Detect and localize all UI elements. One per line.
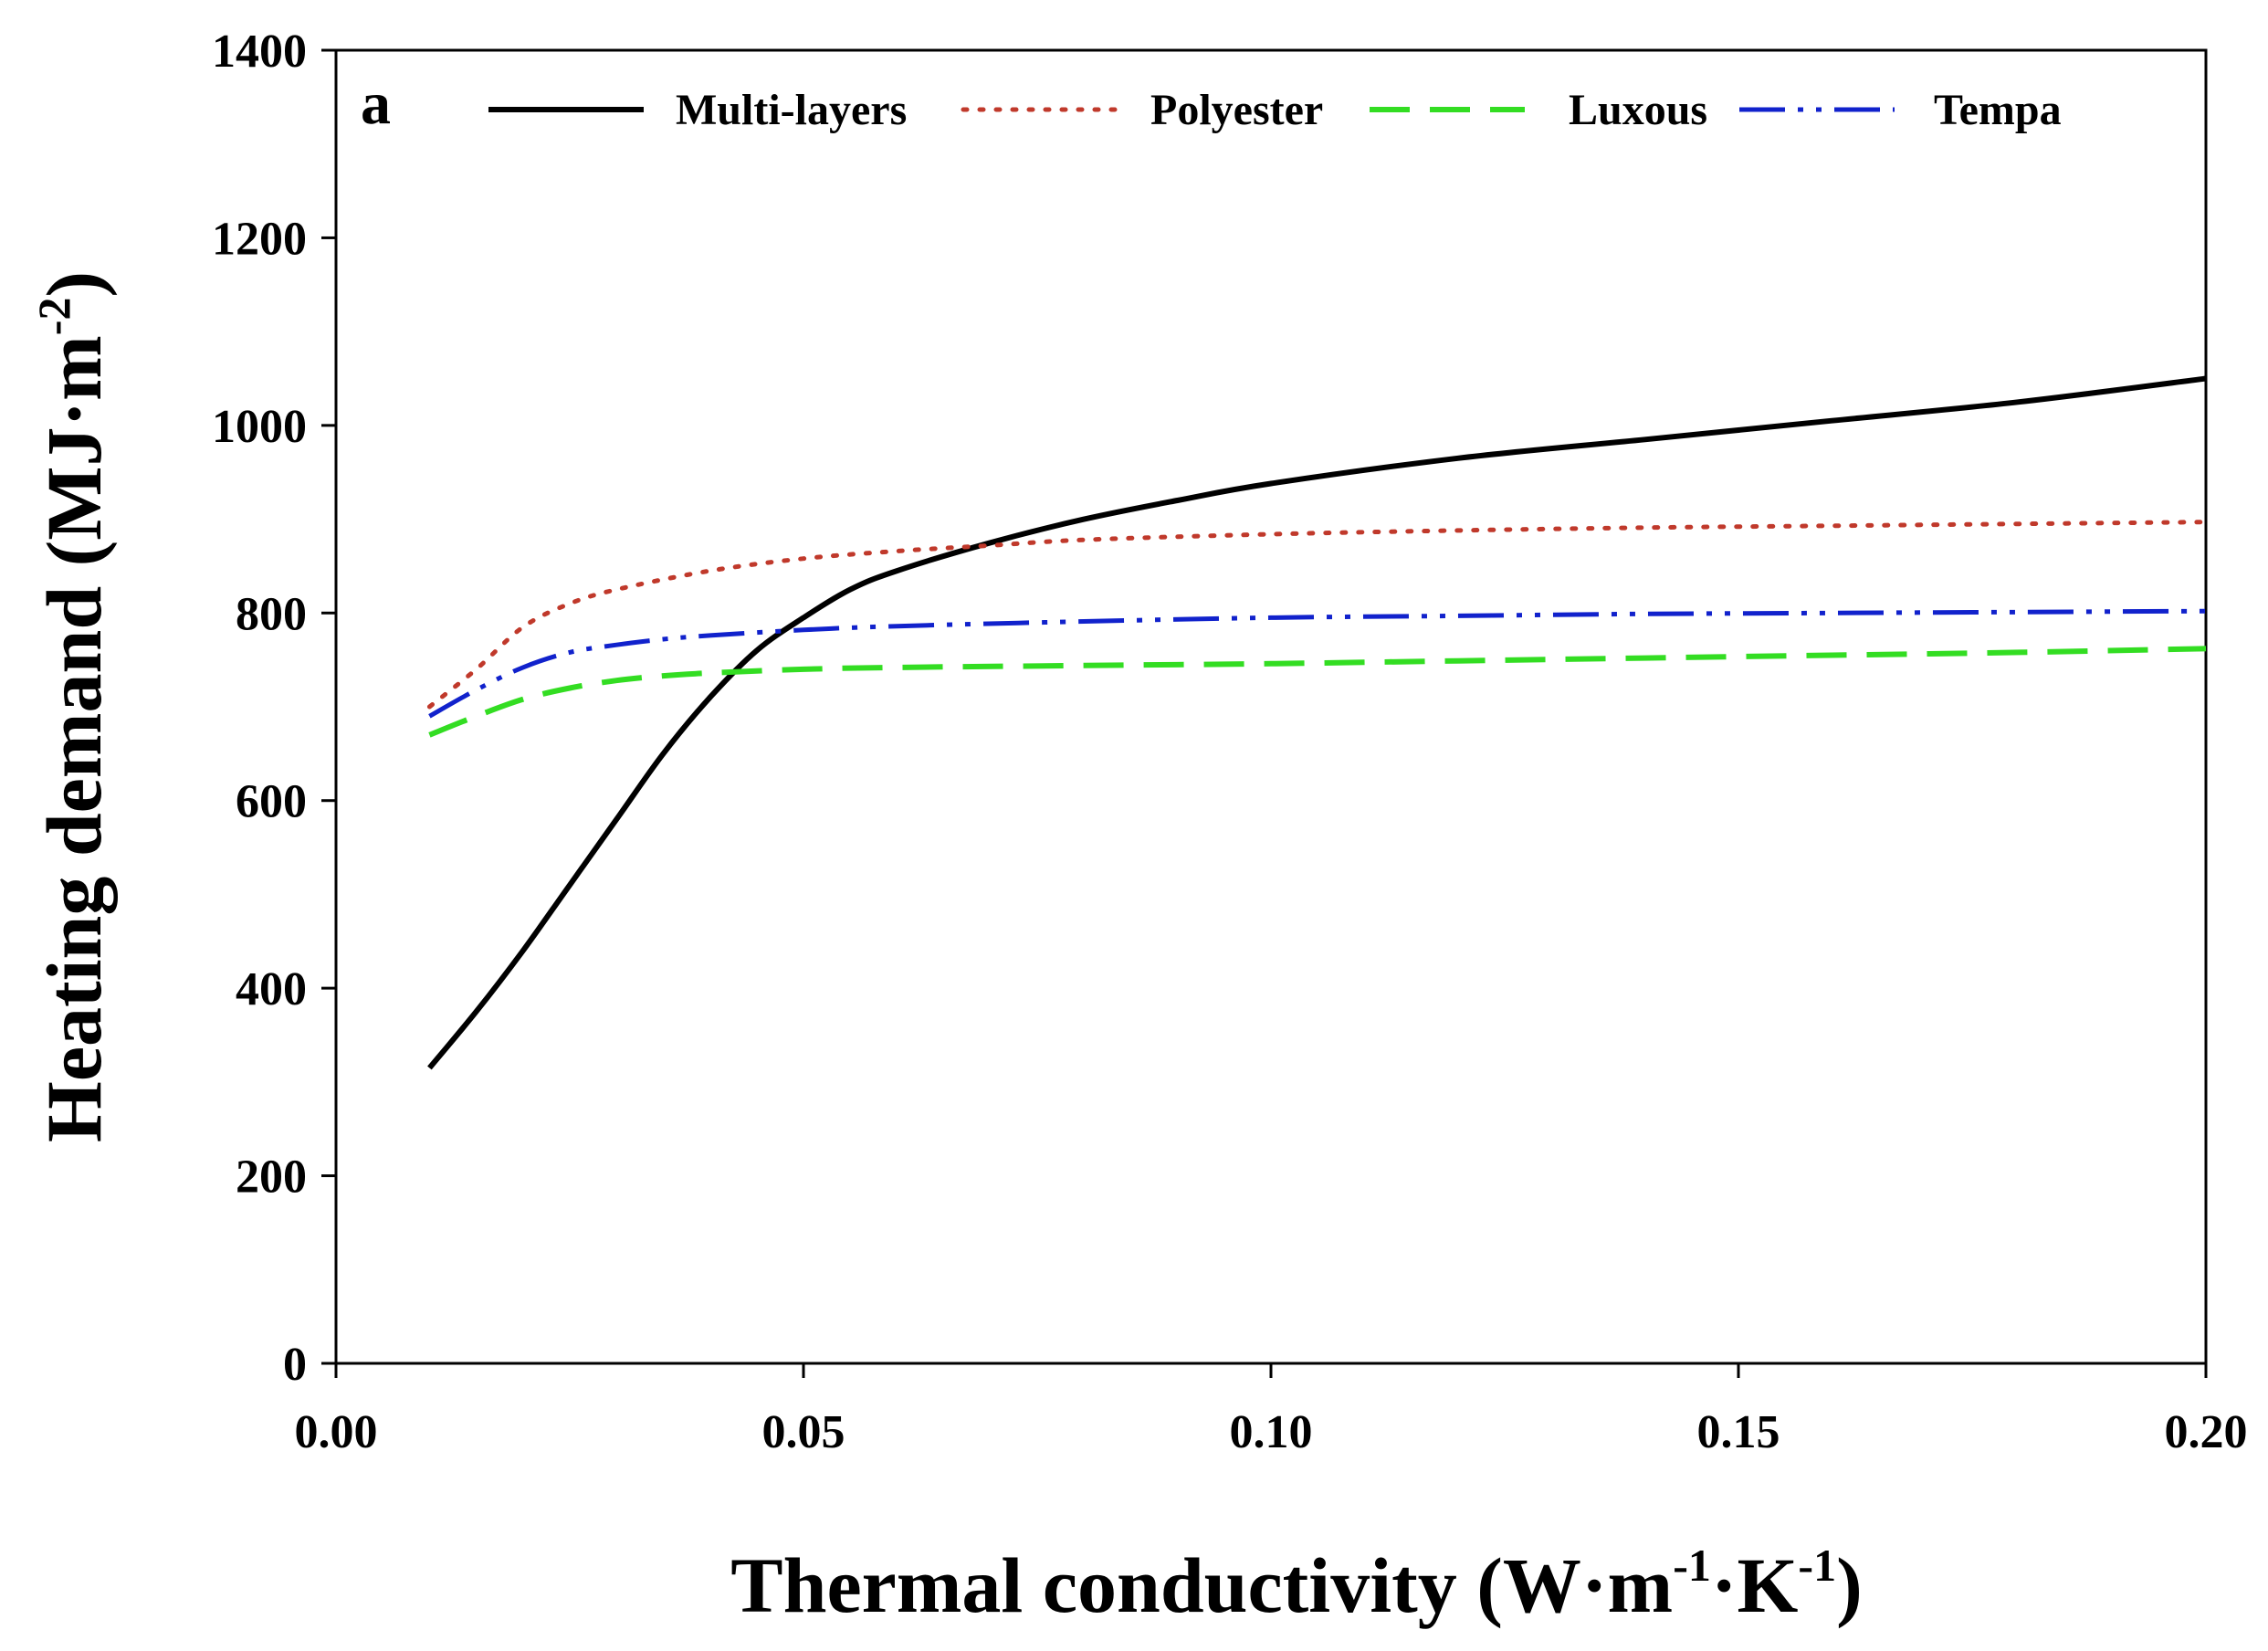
x-tick-label: 0.05 bbox=[762, 1406, 845, 1458]
y-tick-label: 1000 bbox=[212, 401, 307, 453]
y-tick-label: 1200 bbox=[212, 213, 307, 265]
series-line-multi-layers bbox=[427, 375, 2207, 1070]
y-tick-label: 1400 bbox=[212, 26, 307, 78]
x-tick-label: 0.15 bbox=[1697, 1406, 1780, 1458]
panel-label: a bbox=[361, 70, 391, 137]
y-axis-title: Heating demand (MJ·m-2) bbox=[28, 271, 118, 1142]
legend-label: Polyester bbox=[1150, 86, 1323, 134]
x-tick-label: 0.20 bbox=[2165, 1406, 2248, 1458]
series-line-luxous bbox=[428, 646, 2207, 738]
x-axis-title: Thermal conductivity (W·m-1·K-1) bbox=[730, 1540, 1862, 1629]
series-lines bbox=[426, 375, 2209, 1070]
legend-label: Luxous bbox=[1569, 86, 1707, 134]
y-tick-label: 800 bbox=[236, 588, 307, 640]
legend-label: Multi-layers bbox=[676, 86, 907, 134]
y-tick-label: 600 bbox=[236, 776, 307, 828]
series-line-polyester bbox=[426, 520, 2209, 710]
plot-frame bbox=[334, 48, 2208, 1365]
y-tick-label: 200 bbox=[236, 1151, 307, 1204]
series-line-tempa bbox=[428, 608, 2207, 719]
x-axis-ticks: 0.00 0.05 0.10 0.15 0.20 bbox=[295, 1363, 2248, 1458]
x-tick-label: 0.10 bbox=[1230, 1406, 1313, 1458]
y-tick-label: 0 bbox=[283, 1339, 307, 1391]
legend-label: Tempa bbox=[1934, 86, 2062, 134]
y-tick-label: 400 bbox=[236, 963, 307, 1015]
y-axis-ticks: 0 200 400 600 800 1000 1200 1400 bbox=[212, 26, 336, 1391]
legend: Multi-layers Polyester Luxous Tempa bbox=[488, 86, 2062, 134]
x-tick-label: 0.00 bbox=[295, 1406, 378, 1458]
